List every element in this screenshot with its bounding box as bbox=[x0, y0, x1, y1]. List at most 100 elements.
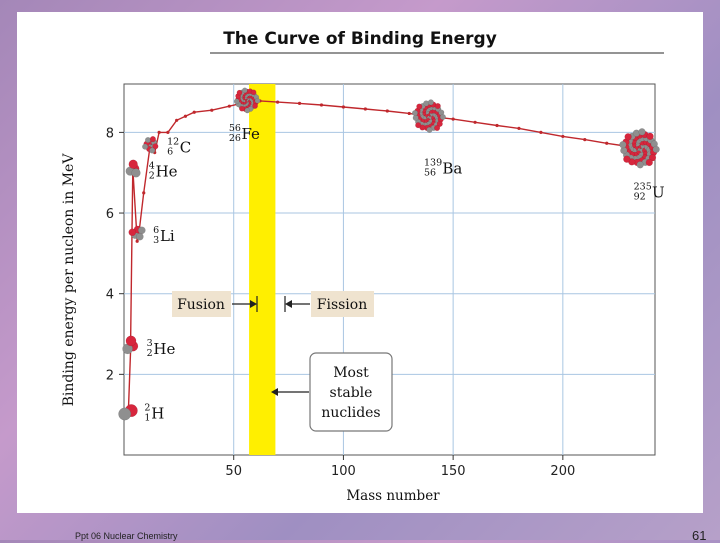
y-tick-label-2: 6 bbox=[106, 207, 114, 222]
fusion-box bbox=[172, 291, 231, 317]
fusion-label: Fusion bbox=[177, 297, 225, 313]
mass-number: 235 bbox=[634, 182, 652, 193]
nucleon bbox=[426, 126, 433, 133]
nuclide-c-12: 126 C bbox=[142, 136, 191, 157]
element-symbol: U bbox=[652, 184, 665, 202]
mass-number: 6 bbox=[153, 225, 159, 236]
x-tick-label-2: 150 bbox=[441, 464, 466, 479]
nucleon bbox=[415, 122, 422, 129]
nucleon bbox=[427, 99, 434, 106]
y-tick-label-1: 4 bbox=[106, 288, 114, 303]
curve-point-32 bbox=[583, 138, 587, 142]
nucleon bbox=[125, 335, 137, 347]
nuclide-label-he: 42 He bbox=[149, 161, 178, 182]
most-stable-line-2: stable bbox=[330, 385, 373, 401]
element-symbol: He bbox=[153, 340, 175, 358]
nucleon bbox=[131, 168, 141, 178]
curve-point-12 bbox=[183, 114, 188, 118]
mass-number: 2 bbox=[144, 403, 150, 414]
curve-point-28 bbox=[495, 123, 499, 128]
atomic-number: 2 bbox=[147, 348, 153, 359]
plot-area bbox=[123, 83, 656, 456]
page-number: 61 bbox=[692, 528, 707, 543]
nucleon bbox=[624, 133, 632, 141]
nucleon bbox=[149, 147, 156, 154]
nucleon bbox=[233, 98, 240, 105]
nucleon bbox=[144, 136, 151, 143]
y-tick-label-0: 2 bbox=[106, 368, 114, 383]
nucleon bbox=[434, 102, 441, 109]
curve-point-29 bbox=[517, 126, 521, 130]
atomic-number: 92 bbox=[634, 192, 646, 203]
fusion-arrowhead bbox=[250, 300, 257, 308]
curve-point-6 bbox=[142, 191, 146, 195]
nucleon bbox=[648, 154, 657, 162]
annotations: Fusion Fission Most stable nuclides bbox=[172, 291, 393, 432]
atomic-number: 6 bbox=[167, 146, 173, 157]
most-stable-line-3: nuclides bbox=[321, 405, 380, 421]
curve-point-26 bbox=[451, 117, 455, 121]
curve-point-9 bbox=[157, 130, 161, 134]
nuclide-label-h: 21 H bbox=[144, 403, 164, 424]
curve-point-23 bbox=[385, 109, 389, 113]
mass-number: 139 bbox=[424, 157, 442, 168]
nucleon bbox=[152, 143, 159, 150]
element-symbol: H bbox=[151, 405, 164, 423]
element-symbol: C bbox=[180, 138, 191, 156]
nucleon bbox=[434, 124, 441, 131]
nucleon bbox=[636, 161, 644, 169]
curve-point-30 bbox=[539, 130, 543, 134]
most-stable-box bbox=[309, 352, 393, 432]
curve-point-33 bbox=[605, 141, 609, 145]
nucleon bbox=[412, 114, 419, 121]
x-tick-label-0: 50 bbox=[225, 464, 242, 479]
mass-number: 3 bbox=[147, 338, 153, 349]
curve-point-15 bbox=[227, 104, 231, 108]
most-stable-line-1: Most bbox=[333, 365, 369, 381]
atomic-number: 3 bbox=[153, 235, 159, 246]
nucleon bbox=[241, 87, 248, 94]
nucleon bbox=[436, 120, 443, 127]
curve-point-24 bbox=[407, 111, 411, 116]
nucleon bbox=[638, 128, 646, 136]
curve-point-11 bbox=[175, 118, 179, 122]
curve-point-10 bbox=[166, 130, 170, 134]
curve-point-19 bbox=[297, 101, 302, 105]
nuclide-he-3: 32 He bbox=[122, 335, 176, 359]
nucleon bbox=[128, 228, 137, 237]
nucleon bbox=[254, 97, 261, 104]
x-tick-label-3: 200 bbox=[550, 464, 575, 479]
plot-frame bbox=[123, 83, 656, 456]
chart-title: The Curve of Binding Energy bbox=[223, 29, 497, 49]
nuclide-label-c: 126 C bbox=[167, 136, 191, 157]
y-axis-label: Binding energy per nucleon in MeV bbox=[61, 153, 77, 407]
x-axis-label: Mass number bbox=[346, 488, 440, 504]
curve-point-31 bbox=[561, 134, 565, 139]
nucleon bbox=[652, 145, 660, 154]
atomic-number: 26 bbox=[229, 133, 241, 144]
nucleon bbox=[239, 105, 245, 112]
nuclide-label-li: 63 Li bbox=[153, 225, 175, 246]
nuclide-h-2: 21 H bbox=[118, 403, 164, 424]
curve-point-18 bbox=[275, 100, 280, 104]
nucleon bbox=[142, 143, 149, 150]
nuclide-li-6: 63 Li bbox=[128, 225, 175, 246]
curve-point-20 bbox=[319, 103, 324, 107]
most-stable-band bbox=[249, 84, 276, 455]
element-symbol: Li bbox=[160, 227, 175, 245]
mass-number: 12 bbox=[167, 136, 179, 147]
slide: The Curve of Binding Energy 50 100 150 200 2… bbox=[17, 12, 706, 543]
mass-number: 4 bbox=[149, 161, 155, 172]
nuclide-label-he: 32 He bbox=[147, 338, 176, 359]
nucleon bbox=[236, 89, 243, 96]
binding-energy-chart: The Curve of Binding Energy 50 100 150 200 2… bbox=[61, 29, 665, 504]
fission-arrowhead bbox=[285, 300, 292, 308]
nucleon bbox=[128, 159, 138, 169]
nuclide-he-4: 42 He bbox=[125, 159, 178, 182]
nucleon bbox=[250, 89, 257, 96]
